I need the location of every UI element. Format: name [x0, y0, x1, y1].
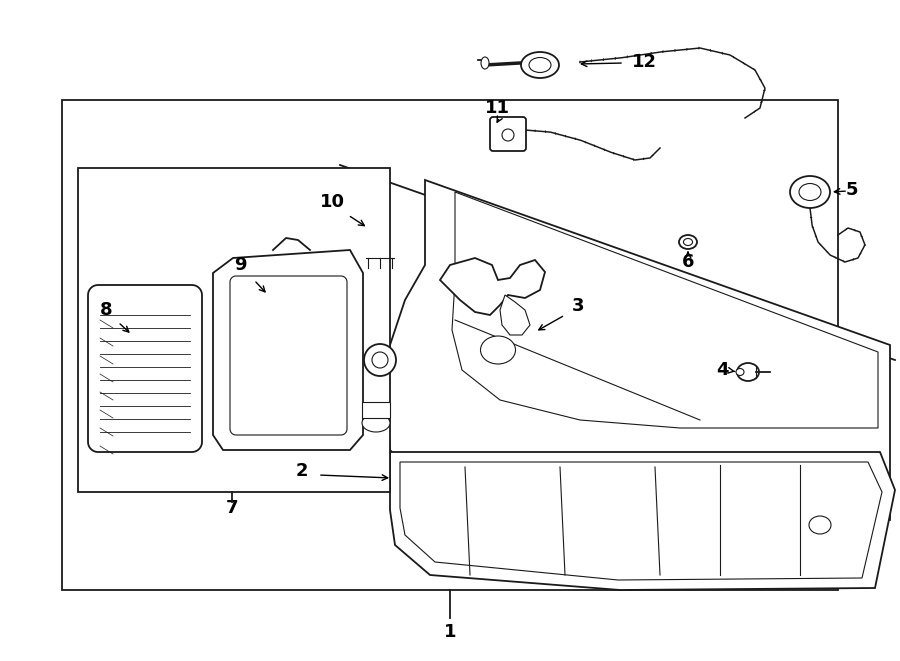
Ellipse shape	[737, 363, 759, 381]
Ellipse shape	[362, 414, 390, 432]
Text: 11: 11	[485, 99, 510, 117]
Polygon shape	[385, 180, 890, 520]
Polygon shape	[213, 250, 363, 450]
FancyBboxPatch shape	[362, 402, 390, 418]
Ellipse shape	[790, 176, 830, 208]
Ellipse shape	[521, 52, 559, 78]
Polygon shape	[440, 258, 545, 315]
Polygon shape	[500, 295, 530, 335]
Ellipse shape	[481, 336, 516, 364]
Polygon shape	[88, 285, 202, 452]
Text: 9: 9	[234, 256, 247, 274]
Bar	[62, 100, 838, 590]
Text: 5: 5	[845, 181, 858, 199]
Circle shape	[372, 352, 388, 368]
Polygon shape	[390, 452, 895, 590]
Text: 4: 4	[716, 361, 728, 379]
Text: 7: 7	[226, 499, 239, 517]
FancyBboxPatch shape	[490, 117, 526, 151]
Text: 2: 2	[296, 462, 308, 480]
Circle shape	[502, 129, 514, 141]
Circle shape	[364, 344, 396, 376]
Ellipse shape	[481, 57, 489, 69]
Text: 12: 12	[632, 53, 657, 71]
Ellipse shape	[679, 235, 697, 249]
Polygon shape	[400, 462, 882, 580]
Ellipse shape	[799, 184, 821, 200]
Polygon shape	[452, 192, 878, 428]
Bar	[78, 168, 390, 492]
Text: 3: 3	[572, 297, 584, 315]
Ellipse shape	[529, 58, 551, 73]
Text: 10: 10	[320, 193, 345, 211]
Ellipse shape	[683, 239, 692, 245]
Ellipse shape	[736, 368, 744, 375]
Text: 6: 6	[682, 253, 694, 271]
Polygon shape	[230, 276, 347, 435]
Text: 1: 1	[444, 623, 456, 641]
Ellipse shape	[809, 516, 831, 534]
Text: 8: 8	[100, 301, 112, 319]
